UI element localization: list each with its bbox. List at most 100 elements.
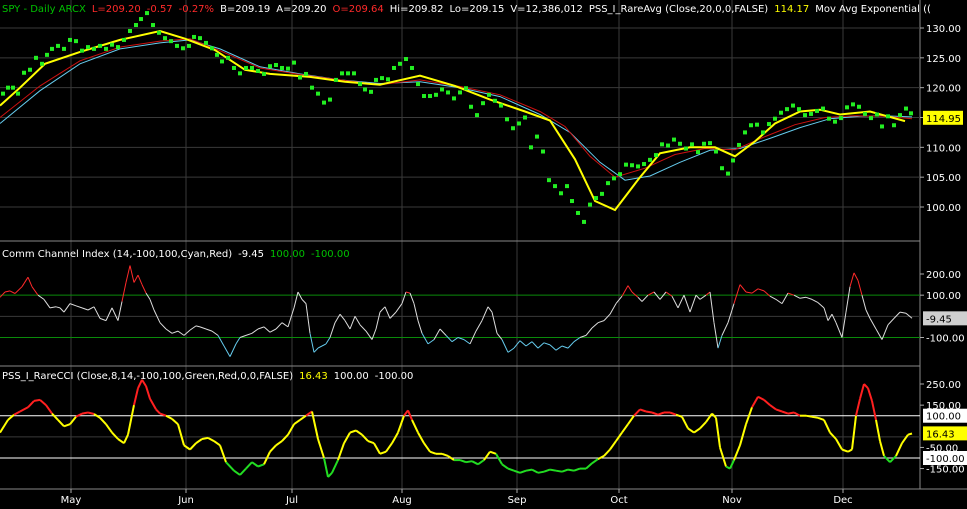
close-dot (511, 126, 515, 131)
close-dot (904, 106, 908, 111)
oscillator-segment (281, 322, 289, 328)
oscillator-segment (847, 448, 853, 453)
oscillator-segment (27, 400, 35, 408)
close-dot (714, 149, 718, 154)
oscillator-segment (659, 291, 667, 300)
oscillator-segment (401, 291, 407, 304)
xtick-label: Jun (177, 495, 194, 506)
oscillator-segment (519, 469, 527, 474)
oscillator-segment (45, 404, 53, 415)
cci-last-label-bg (923, 311, 967, 326)
oscillator-segment (365, 330, 373, 340)
oscillator-segment (895, 442, 903, 457)
close-dot (535, 134, 539, 139)
oscillator-segment (739, 284, 747, 293)
oscillator-segment (389, 311, 397, 319)
oscillator-segment (609, 440, 617, 451)
oscillator-segment (155, 408, 161, 415)
oscillator-segment (489, 450, 497, 455)
oscillator-segment (99, 417, 107, 425)
oscillator-segment (55, 306, 61, 309)
oscillator-segment (165, 328, 173, 334)
oscillator-segment (851, 415, 857, 450)
oscillator-segment (501, 463, 509, 470)
oscillator-segment (439, 328, 447, 336)
oscillator-segment (715, 417, 721, 448)
oscillator-segment (861, 295, 867, 311)
oscillator-segment (337, 442, 345, 461)
close-dot (134, 23, 138, 28)
oscillator-segment (257, 463, 265, 468)
oscillator-segment (495, 453, 503, 465)
oscillator-segment (75, 412, 83, 418)
oscillator-segment (427, 339, 435, 345)
close-dot (821, 106, 825, 111)
oscillator-segment (7, 413, 15, 421)
oscillator-segment (287, 423, 295, 436)
close-dot (773, 116, 777, 121)
oscillator-segment (121, 282, 127, 302)
oscillator-segment (507, 467, 515, 472)
price-header-field: 114.17 (774, 4, 809, 15)
close-dot (204, 40, 208, 45)
oscillator-segment (327, 472, 333, 478)
oscillator-segment (299, 414, 307, 421)
close-dot (708, 141, 712, 146)
close-dot (666, 143, 670, 148)
oscillator-segment (111, 307, 119, 321)
close-dot (464, 86, 468, 91)
oscillator-segment (525, 468, 533, 472)
oscillator-segment (105, 423, 113, 434)
oscillator-segment (411, 419, 419, 434)
oscillator-segment (287, 307, 295, 328)
oscillator-segment (875, 419, 881, 442)
close-dot (702, 141, 706, 146)
close-dot (220, 59, 224, 64)
oscillator-segment (297, 291, 303, 300)
oscillator-segment (531, 341, 539, 349)
oscillator-segment (141, 284, 147, 294)
oscillator-segment (647, 291, 655, 296)
oscillator-segment (239, 467, 247, 476)
close-dot (565, 184, 569, 189)
oscillator-segment (171, 418, 179, 425)
close-dot (192, 34, 196, 39)
oscillator-segment (835, 438, 843, 450)
oscillator-segment (133, 274, 139, 283)
rarecci-value: 16.43 (299, 371, 328, 382)
close-dot (369, 89, 373, 94)
close-dot (618, 172, 622, 177)
cci-upper: 100.00 (270, 249, 305, 260)
oscillator-segment (305, 410, 313, 417)
oscillator-segment (787, 292, 795, 296)
oscillator-segment (713, 322, 719, 349)
rarecci-last-label: 16.43 (926, 429, 955, 440)
oscillator-segment (349, 316, 356, 330)
oscillator-segment (133, 387, 139, 406)
close-dot (151, 23, 155, 28)
close-dot (588, 202, 592, 207)
oscillator-segment (343, 432, 351, 444)
oscillator-segment (159, 412, 167, 417)
oscillator-segment (603, 448, 611, 457)
oscillator-segment (159, 322, 167, 330)
oscillator-segment (269, 444, 277, 453)
oscillator-segment (483, 451, 491, 461)
oscillator-segment (496, 332, 503, 340)
oscillator-segment (579, 334, 587, 338)
oscillator-segment (817, 302, 825, 309)
close-dot (886, 114, 890, 119)
oscillator-segment (781, 292, 789, 304)
oscillator-segment (199, 326, 207, 330)
close-dot (386, 77, 390, 82)
oscillator-segment (729, 459, 735, 470)
close-dot (56, 43, 60, 48)
oscillator-segment (805, 296, 813, 300)
close-dot (582, 219, 586, 224)
oscillator-segment (323, 457, 329, 478)
oscillator-segment (125, 265, 131, 283)
close-dot (11, 85, 15, 90)
oscillator-segment (457, 337, 465, 341)
oscillator-segment (469, 330, 477, 345)
